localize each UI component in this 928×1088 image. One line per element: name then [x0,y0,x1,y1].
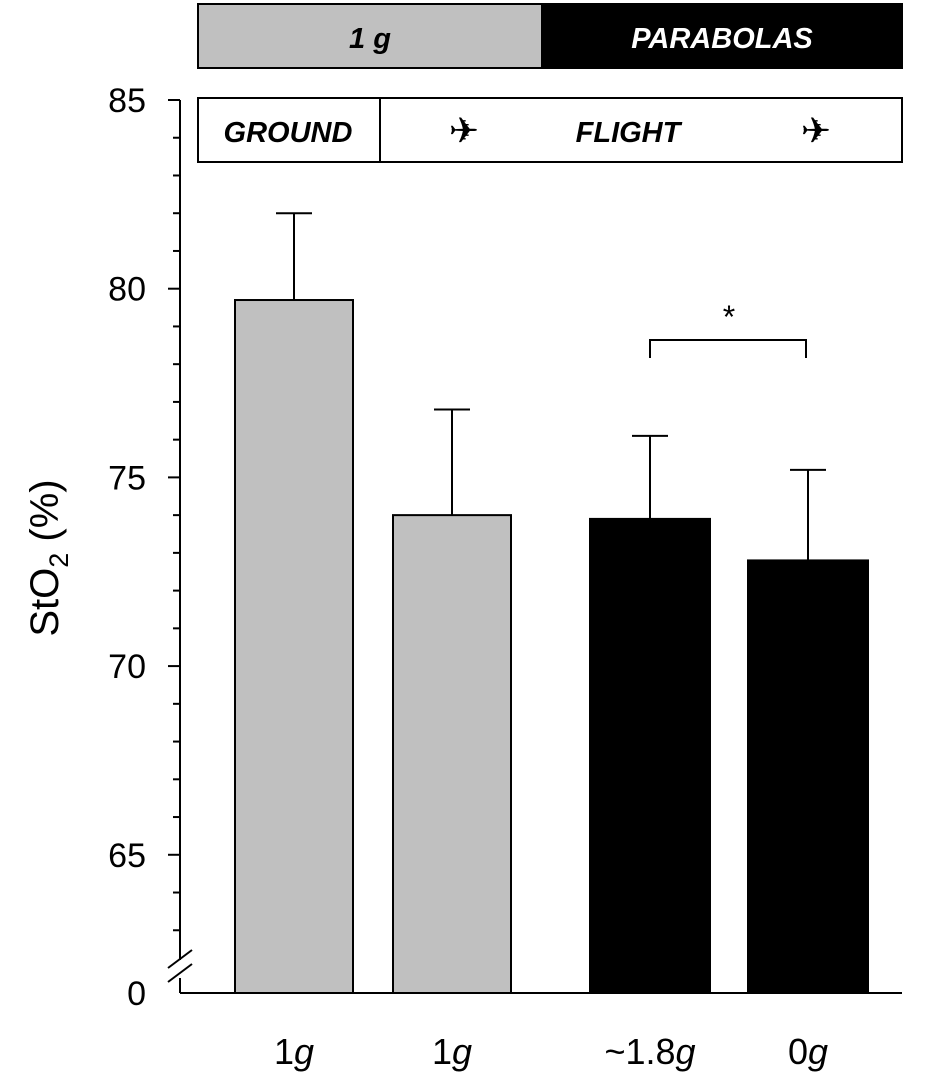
ground-label: GROUND [224,117,353,149]
phase-band-box [197,97,903,163]
condition-band: 1 g PARABOLAS [197,3,903,69]
airplane-icon: ✈ [801,110,831,151]
bar-1 [392,514,512,994]
x-tick-label-3: 0g [788,1031,828,1072]
significance-line [649,339,807,358]
phase-band: GROUND FLIGHT ✈ ✈ [197,97,903,163]
axis-break [166,949,196,983]
significance-label: * [723,299,735,335]
bar-3 [747,559,869,995]
band-parabolas-box [541,3,903,69]
y-tick-label-70: 70 [108,648,146,686]
y-tick-label-75: 75 [108,459,146,497]
bar-2 [589,517,711,994]
y-axis: 65 70 75 80 85 [108,82,181,993]
band-1g-box [197,3,543,69]
bar-0 [234,299,354,994]
y-tick-label-85: 85 [108,82,146,120]
airplane-icon: ✈ [449,110,479,151]
band-1g-label: 1 g [349,23,391,55]
x-tick-label-1: 1g [432,1031,472,1072]
flight-label: FLIGHT [576,117,683,149]
y-tick-label-0: 0 [127,975,146,1013]
x-tick-labels: 1g 1g ~1.8g 0g [274,1031,828,1072]
y-tick-label-65: 65 [108,837,146,875]
x-tick-label-2: ~1.8g [604,1031,695,1072]
y-tick-label-80: 80 [108,271,146,309]
bars [234,299,869,995]
y-axis-label: StO2 (%) [23,479,74,636]
band-parabolas-label: PARABOLAS [631,23,813,55]
error-bars [276,212,826,561]
significance-bracket: * [649,299,807,358]
x-tick-label-0: 1g [274,1031,314,1072]
